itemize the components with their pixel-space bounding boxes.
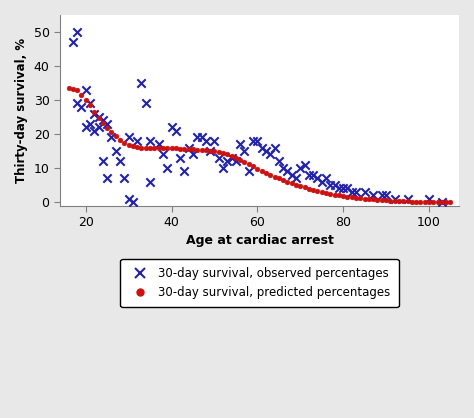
30-day survival, observed percentages bbox=[185, 144, 192, 151]
30-day survival, observed percentages bbox=[198, 134, 205, 141]
30-day survival, observed percentages bbox=[125, 195, 132, 202]
Y-axis label: Thirty-day survival, %: Thirty-day survival, % bbox=[15, 38, 28, 183]
30-day survival, observed percentages bbox=[288, 171, 295, 178]
30-day survival, predicted percentages bbox=[182, 146, 187, 151]
30-day survival, observed percentages bbox=[331, 182, 338, 189]
30-day survival, observed percentages bbox=[335, 185, 343, 192]
30-day survival, observed percentages bbox=[292, 175, 300, 182]
30-day survival, observed percentages bbox=[73, 29, 81, 36]
30-day survival, observed percentages bbox=[305, 171, 313, 178]
30-day survival, observed percentages bbox=[378, 192, 385, 199]
30-day survival, observed percentages bbox=[266, 151, 274, 158]
30-day survival, observed percentages bbox=[310, 171, 317, 178]
30-day survival, observed percentages bbox=[86, 120, 94, 127]
30-day survival, observed percentages bbox=[99, 158, 107, 165]
30-day survival, observed percentages bbox=[344, 185, 351, 192]
30-day survival, observed percentages bbox=[129, 199, 137, 205]
30-day survival, observed percentages bbox=[296, 165, 304, 171]
30-day survival, observed percentages bbox=[95, 124, 102, 130]
30-day survival, observed percentages bbox=[224, 158, 231, 165]
30-day survival, observed percentages bbox=[245, 168, 253, 175]
30-day survival, observed percentages bbox=[155, 141, 163, 148]
30-day survival, observed percentages bbox=[425, 195, 433, 202]
30-day survival, observed percentages bbox=[391, 195, 399, 202]
30-day survival, observed percentages bbox=[258, 144, 265, 151]
30-day survival, observed percentages bbox=[232, 158, 240, 165]
30-day survival, observed percentages bbox=[146, 178, 154, 185]
30-day survival, observed percentages bbox=[103, 120, 111, 127]
30-day survival, observed percentages bbox=[361, 189, 368, 195]
30-day survival, observed percentages bbox=[254, 138, 261, 144]
30-day survival, observed percentages bbox=[404, 195, 411, 202]
30-day survival, observed percentages bbox=[164, 165, 171, 171]
30-day survival, observed percentages bbox=[133, 138, 141, 144]
Line: 30-day survival, predicted percentages: 30-day survival, predicted percentages bbox=[66, 86, 453, 204]
30-day survival, predicted percentages bbox=[332, 192, 337, 197]
30-day survival, observed percentages bbox=[348, 189, 356, 195]
30-day survival, observed percentages bbox=[237, 141, 244, 148]
30-day survival, observed percentages bbox=[283, 168, 291, 175]
30-day survival, observed percentages bbox=[262, 148, 270, 154]
30-day survival, observed percentages bbox=[69, 39, 77, 46]
30-day survival, predicted percentages bbox=[447, 199, 453, 204]
30-day survival, predicted percentages bbox=[117, 138, 123, 143]
30-day survival, observed percentages bbox=[215, 155, 222, 161]
30-day survival, observed percentages bbox=[120, 175, 128, 182]
30-day survival, observed percentages bbox=[206, 148, 214, 154]
30-day survival, observed percentages bbox=[352, 189, 360, 195]
30-day survival, observed percentages bbox=[78, 104, 85, 110]
30-day survival, observed percentages bbox=[95, 114, 102, 120]
30-day survival, observed percentages bbox=[382, 192, 390, 199]
30-day survival, observed percentages bbox=[327, 182, 334, 189]
30-day survival, observed percentages bbox=[219, 165, 227, 171]
30-day survival, observed percentages bbox=[249, 138, 257, 144]
30-day survival, observed percentages bbox=[108, 134, 115, 141]
30-day survival, observed percentages bbox=[172, 127, 180, 134]
30-day survival, observed percentages bbox=[202, 138, 210, 144]
30-day survival, predicted percentages bbox=[66, 86, 72, 91]
30-day survival, observed percentages bbox=[438, 199, 446, 205]
30-day survival, observed percentages bbox=[82, 87, 90, 93]
30-day survival, observed percentages bbox=[103, 175, 111, 182]
30-day survival, observed percentages bbox=[176, 155, 184, 161]
30-day survival, observed percentages bbox=[322, 175, 330, 182]
30-day survival, observed percentages bbox=[138, 80, 146, 87]
30-day survival, observed percentages bbox=[73, 100, 81, 107]
30-day survival, observed percentages bbox=[369, 192, 377, 199]
30-day survival, observed percentages bbox=[146, 138, 154, 144]
30-day survival, observed percentages bbox=[181, 168, 188, 175]
30-day survival, observed percentages bbox=[125, 134, 132, 141]
30-day survival, observed percentages bbox=[112, 148, 119, 154]
30-day survival, observed percentages bbox=[193, 134, 201, 141]
Legend: 30-day survival, observed percentages, 30-day survival, predicted percentages: 30-day survival, observed percentages, 3… bbox=[120, 259, 399, 308]
30-day survival, observed percentages bbox=[301, 161, 308, 168]
30-day survival, observed percentages bbox=[99, 117, 107, 124]
30-day survival, observed percentages bbox=[189, 151, 197, 158]
30-day survival, observed percentages bbox=[159, 151, 167, 158]
30-day survival, observed percentages bbox=[228, 155, 236, 161]
30-day survival, observed percentages bbox=[168, 124, 175, 130]
30-day survival, observed percentages bbox=[314, 175, 321, 182]
30-day survival, observed percentages bbox=[116, 158, 124, 165]
30-day survival, observed percentages bbox=[82, 124, 90, 130]
30-day survival, observed percentages bbox=[241, 148, 248, 154]
30-day survival, observed percentages bbox=[271, 144, 278, 151]
30-day survival, observed percentages bbox=[210, 138, 218, 144]
30-day survival, observed percentages bbox=[86, 100, 94, 107]
30-day survival, observed percentages bbox=[91, 127, 98, 134]
30-day survival, observed percentages bbox=[339, 185, 347, 192]
30-day survival, observed percentages bbox=[279, 165, 287, 171]
30-day survival, predicted percentages bbox=[383, 198, 389, 203]
30-day survival, observed percentages bbox=[91, 110, 98, 117]
30-day survival, observed percentages bbox=[275, 158, 283, 165]
30-day survival, observed percentages bbox=[142, 100, 150, 107]
X-axis label: Age at cardiac arrest: Age at cardiac arrest bbox=[185, 234, 333, 247]
30-day survival, predicted percentages bbox=[392, 199, 398, 204]
30-day survival, observed percentages bbox=[318, 178, 326, 185]
30-day survival, predicted percentages bbox=[430, 199, 436, 204]
